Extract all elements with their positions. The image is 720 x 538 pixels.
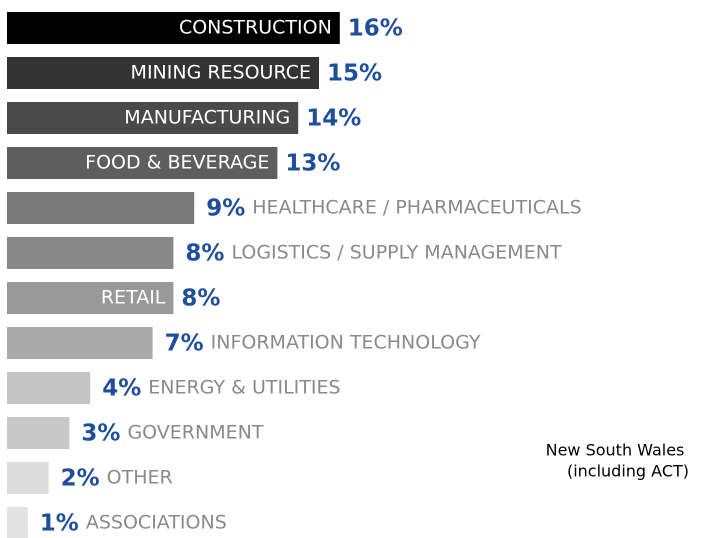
value-label: 13% bbox=[285, 151, 340, 177]
value-label: 15% bbox=[327, 61, 382, 87]
category-label: INFORMATION TECHNOLOGY bbox=[211, 332, 481, 354]
annotation: New South Wales bbox=[546, 441, 685, 460]
value-label: 4% bbox=[102, 376, 141, 402]
category-label: HEALTHCARE / PHARMACEUTICALS bbox=[252, 197, 581, 219]
value-label: 9% bbox=[206, 196, 245, 222]
bar bbox=[7, 507, 28, 538]
category-label: LOGISTICS / SUPPLY MANAGEMENT bbox=[231, 242, 561, 264]
value-label: 8% bbox=[181, 286, 220, 312]
bar bbox=[7, 327, 153, 359]
category-label: CONSTRUCTION bbox=[179, 17, 332, 39]
bar bbox=[7, 57, 319, 89]
bar bbox=[7, 192, 195, 224]
bar bbox=[7, 237, 174, 269]
category-label: ENERGY & UTILITIES bbox=[148, 377, 340, 399]
value-label: 1% bbox=[40, 511, 79, 537]
value-label: 14% bbox=[306, 106, 361, 132]
bar bbox=[7, 417, 70, 449]
category-label: OTHER bbox=[107, 467, 173, 489]
value-label: 7% bbox=[165, 331, 204, 357]
value-label: 3% bbox=[81, 421, 120, 447]
bar bbox=[7, 147, 278, 179]
annotation: (including ACT) bbox=[567, 462, 689, 481]
bar bbox=[7, 372, 91, 404]
bar bbox=[7, 12, 340, 44]
bar bbox=[7, 282, 174, 314]
category-label: RETAIL bbox=[101, 287, 166, 309]
value-label: 2% bbox=[61, 466, 100, 492]
category-label: MANUFACTURING bbox=[124, 107, 290, 129]
bar bbox=[7, 102, 299, 134]
category-label: GOVERNMENT bbox=[127, 422, 263, 444]
category-label: MINING RESOURCE bbox=[131, 62, 311, 84]
category-label: FOOD & BEVERAGE bbox=[85, 152, 269, 174]
category-label: ASSOCIATIONS bbox=[86, 512, 227, 534]
bar bbox=[7, 462, 49, 494]
value-label: 16% bbox=[348, 16, 403, 42]
value-label: 8% bbox=[185, 241, 224, 267]
